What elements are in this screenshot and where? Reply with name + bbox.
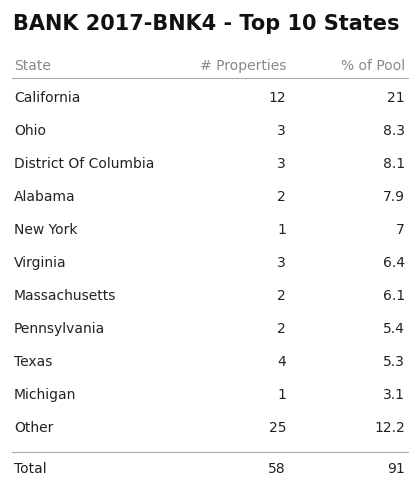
- Text: 91: 91: [387, 462, 405, 476]
- Text: 3.1: 3.1: [383, 388, 405, 402]
- Text: 21: 21: [387, 91, 405, 105]
- Text: 12.2: 12.2: [374, 421, 405, 435]
- Text: New York: New York: [14, 223, 78, 237]
- Text: Virginia: Virginia: [14, 256, 67, 270]
- Text: 6.4: 6.4: [383, 256, 405, 270]
- Text: Michigan: Michigan: [14, 388, 76, 402]
- Text: 3: 3: [277, 256, 286, 270]
- Text: 4: 4: [277, 355, 286, 369]
- Text: 25: 25: [268, 421, 286, 435]
- Text: 5.3: 5.3: [383, 355, 405, 369]
- Text: BANK 2017-BNK4 - Top 10 States: BANK 2017-BNK4 - Top 10 States: [13, 14, 399, 34]
- Text: 58: 58: [268, 462, 286, 476]
- Text: 1: 1: [277, 223, 286, 237]
- Text: Total: Total: [14, 462, 47, 476]
- Text: Texas: Texas: [14, 355, 52, 369]
- Text: Ohio: Ohio: [14, 124, 46, 138]
- Text: 2: 2: [277, 289, 286, 303]
- Text: 12: 12: [268, 91, 286, 105]
- Text: Massachusetts: Massachusetts: [14, 289, 116, 303]
- Text: 7.9: 7.9: [383, 190, 405, 204]
- Text: California: California: [14, 91, 80, 105]
- Text: Pennsylvania: Pennsylvania: [14, 322, 105, 336]
- Text: District Of Columbia: District Of Columbia: [14, 157, 155, 171]
- Text: 3: 3: [277, 157, 286, 171]
- Text: 7: 7: [396, 223, 405, 237]
- Text: Other: Other: [14, 421, 53, 435]
- Text: # Properties: # Properties: [200, 59, 286, 73]
- Text: 3: 3: [277, 124, 286, 138]
- Text: % of Pool: % of Pool: [341, 59, 405, 73]
- Text: 8.1: 8.1: [383, 157, 405, 171]
- Text: 2: 2: [277, 190, 286, 204]
- Text: 6.1: 6.1: [383, 289, 405, 303]
- Text: 1: 1: [277, 388, 286, 402]
- Text: 5.4: 5.4: [383, 322, 405, 336]
- Text: Alabama: Alabama: [14, 190, 76, 204]
- Text: 2: 2: [277, 322, 286, 336]
- Text: State: State: [14, 59, 51, 73]
- Text: 8.3: 8.3: [383, 124, 405, 138]
